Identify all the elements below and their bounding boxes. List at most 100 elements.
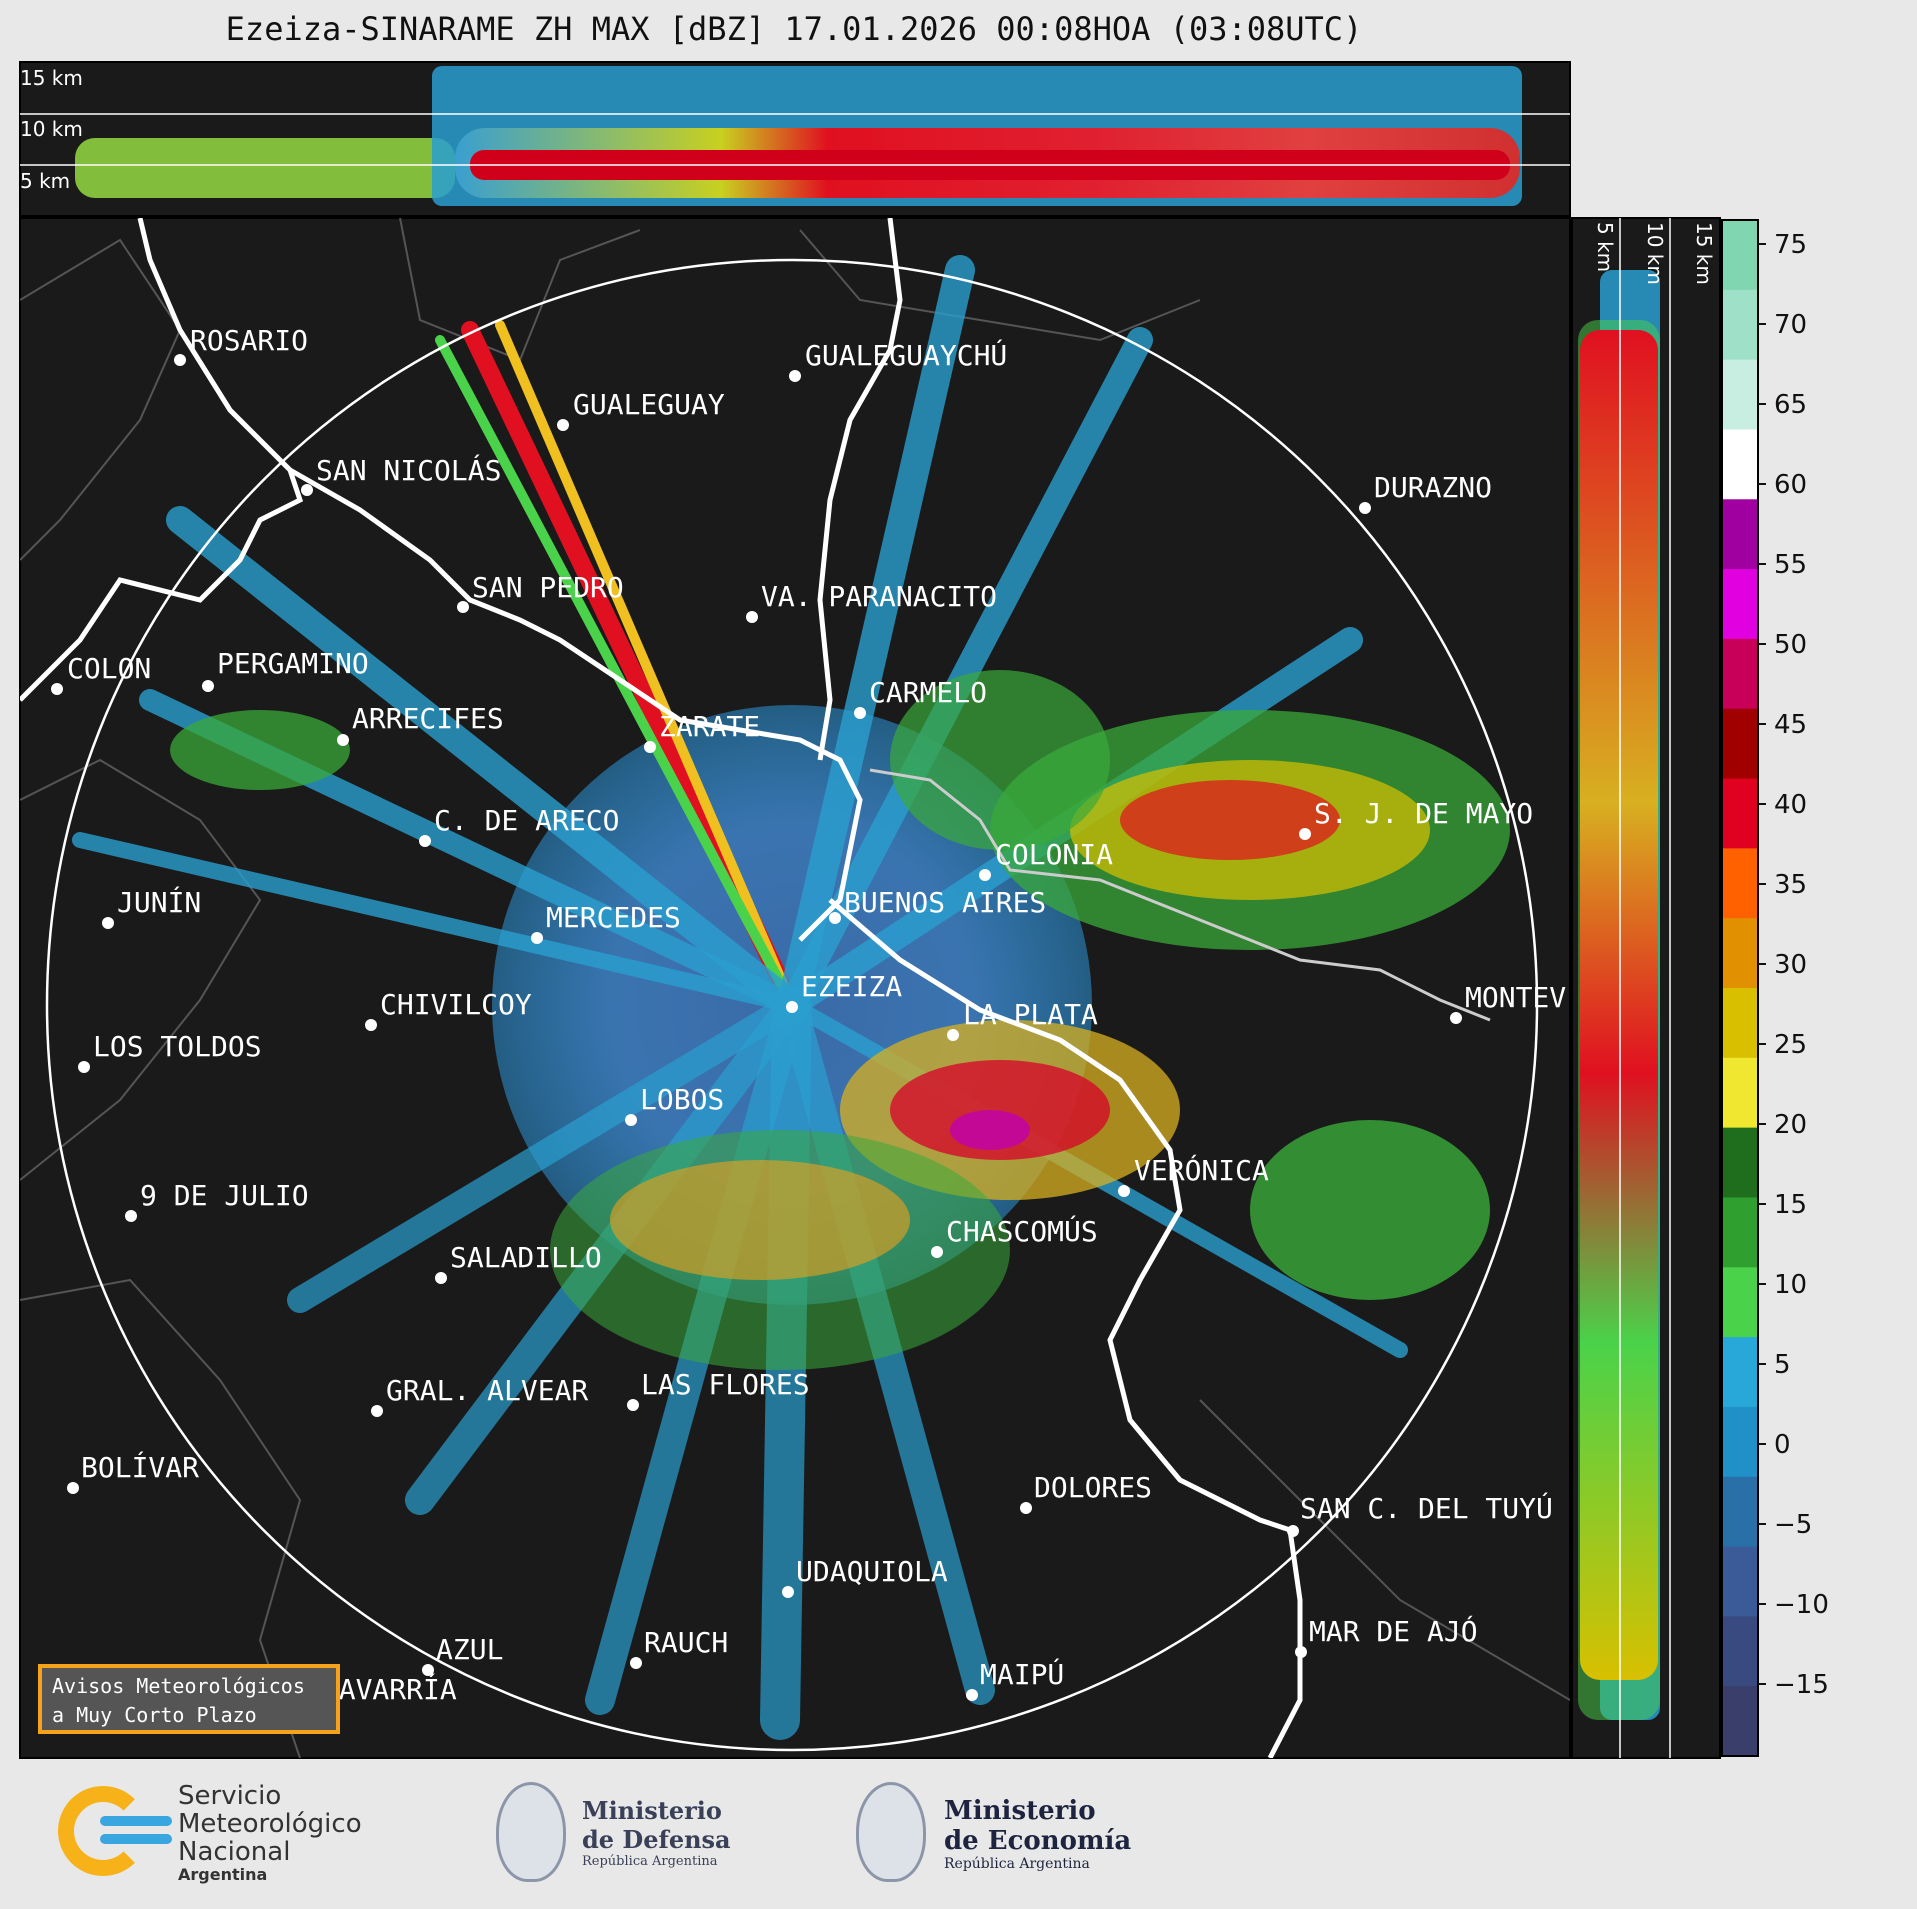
city-label: JUNÍN [117,885,201,919]
city-label: UDAQUIOLA [796,1555,948,1588]
smn-line-3: Nacional [178,1837,291,1867]
city-label: LA PLATA [963,998,1098,1031]
city-label: GUALEGUAY [573,388,725,421]
colorbar-tick-label: 70 [1774,310,1807,340]
colorbar-swatch [1722,1127,1758,1198]
top-profile-label-15: 15 km [20,66,83,90]
colorbar-swatch [1722,359,1758,430]
city-label: DOLORES [1034,1471,1152,1504]
side-profile-echo [1578,270,1660,1720]
smn-icon [58,1786,148,1876]
city-label: RAUCH [644,1626,728,1659]
city-label: PERGAMINO [217,647,369,680]
city-label: MERCEDES [546,901,681,934]
city-label: BUENOS AIRES [844,886,1046,919]
smn-line-2: Meteorológico [178,1809,362,1839]
city-label: AZUL [436,1633,503,1666]
city-label: SAN C. DEL TUYÚ [1300,1491,1553,1525]
colorbar-tick-label: 45 [1774,710,1807,740]
notice-line-2: a Muy Corto Plazo [52,1703,257,1727]
colorbar-swatch [1722,918,1758,989]
side-profile-label-10: 10 km [1643,222,1667,285]
economia-logo: Ministerio de Economía República Argenti… [856,1778,1136,1888]
colorbar-swatch [1722,1546,1758,1617]
city-label: C. DE ARECO [434,804,619,837]
colorbar-tick-label: 25 [1774,1030,1807,1060]
colorbar-tick-label: 0 [1774,1430,1791,1460]
chart-title: Ezeiza-SINARAME ZH MAX [dBZ] 17.01.2026 … [225,10,1363,48]
colorbar-tick-label: 60 [1774,470,1807,500]
city-label: MAIPÚ [980,1657,1064,1691]
defensa-line-2: de Defensa [582,1825,731,1854]
city-label: ZARATE [659,710,760,743]
colorbar-tick-label: 30 [1774,950,1807,980]
colorbar-tick-label: 50 [1774,630,1807,660]
colorbar-tick-label: 65 [1774,390,1807,420]
economia-line-1: Ministerio [944,1796,1096,1826]
colorbar [1721,219,1759,1757]
colorbar-swatch [1722,1686,1758,1757]
colorbar-tick-label: 20 [1774,1110,1807,1140]
colorbar-tick-label: 15 [1774,1190,1807,1220]
city-label: COLON [67,652,151,685]
smn-line-4: Argentina [178,1865,268,1884]
city-label: GRAL. ALVEAR [386,1374,588,1407]
coat-of-arms-icon [496,1782,566,1882]
colorbar-swatch [1722,778,1758,849]
coat-of-arms-icon [856,1782,926,1882]
city-label: CARMELO [869,676,987,709]
colorbar-swatch [1722,638,1758,710]
city-label: 9 DE JULIO [140,1179,309,1212]
city-label: GUALEGUAYCHÚ [805,338,1007,372]
colorbar-swatch [1722,499,1758,570]
city-label: EZEIZA [801,970,902,1003]
city-label: VA. PARANACITO [761,580,997,613]
colorbar-tick-label: −15 [1774,1670,1829,1700]
city-label: SAN NICOLÁS [316,453,501,487]
city-label: LOS TOLDOS [93,1030,262,1063]
defensa-line-1: Ministerio [582,1796,722,1825]
top-profile-label-10: 10 km [20,117,83,141]
top-profile-label-5: 5 km [20,169,70,193]
city-labels: ROSARIO GUALEGUAYCHÚ GUALEGUAY SAN NICOL… [51,324,1566,1716]
city-label: ROSARIO [190,324,308,357]
smn-line-1: Servicio [178,1781,282,1811]
colorbar-swatch [1722,1057,1758,1129]
colorbar-tick-label: −5 [1774,1510,1812,1540]
city-label: LAS FLORES [641,1368,810,1401]
city-label: LOBOS [640,1083,724,1116]
city-label: CHIVILCOY [380,988,532,1021]
colorbar-swatch [1722,1267,1758,1338]
colorbar-swatch [1722,1476,1758,1548]
smn-logo: Servicio Meteorológico Nacional Argentin… [58,1781,398,1884]
colorbar-swatch [1722,988,1758,1059]
city-label: COLONIA [995,838,1113,871]
defensa-line-3: República Argentina [582,1854,718,1869]
smn-waves-icon-2 [100,1834,172,1844]
colorbar-swatch [1722,1197,1758,1268]
city-label: MONTEV [1465,981,1566,1014]
smn-waves-icon [100,1816,172,1826]
colorbar-swatch [1722,569,1758,640]
colorbar-tick-label: 10 [1774,1270,1807,1300]
city-label: SALADILLO [450,1241,602,1274]
colorbar-swatch [1722,1406,1758,1478]
colorbar-frame [1721,219,1759,1757]
city-label: VERÓNICA [1134,1153,1269,1187]
city-label: S. J. DE MAYO [1314,797,1533,830]
colorbar-tick-label: 40 [1774,790,1807,820]
economia-line-3: República Argentina [944,1856,1090,1872]
colorbar-swatch [1722,220,1758,291]
city-label: DURAZNO [1374,471,1492,504]
colorbar-tick-label: 5 [1774,1350,1791,1380]
colorbar-tick-label: 35 [1774,870,1807,900]
colorbar-tick-label: 55 [1774,550,1807,580]
side-profile-label-5: 5 km [1593,222,1617,272]
notice-box[interactable]: Avisos Meteorológicos a Muy Corto Plazo [38,1664,340,1734]
colorbar-swatch [1722,289,1758,361]
colorbar-tick-label: −10 [1774,1590,1829,1620]
colorbar-swatch [1722,708,1758,780]
colorbar-swatch [1722,1337,1758,1408]
